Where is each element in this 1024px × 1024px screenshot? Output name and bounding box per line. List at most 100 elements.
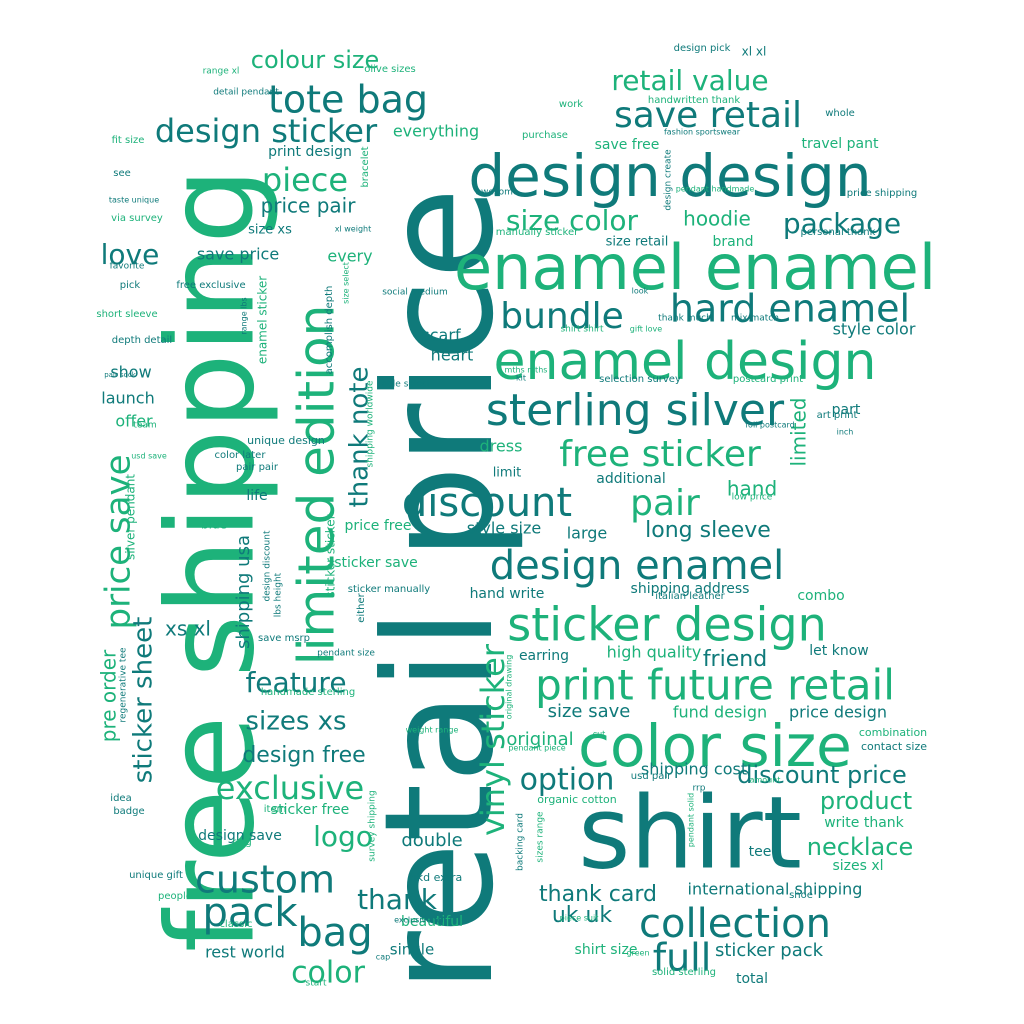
word-fund-design: fund design bbox=[673, 703, 767, 722]
word-handwritten-thank: handwritten thank bbox=[648, 95, 740, 106]
word-vinyl-sticker: vinyl sticker bbox=[474, 643, 512, 836]
word-awesome: awesome bbox=[476, 188, 519, 198]
word-enamel-design: enamel design bbox=[494, 332, 877, 392]
word-unique-gift: unique gift bbox=[129, 870, 183, 881]
word-feature: feature bbox=[245, 666, 346, 699]
word-high-quality: high quality bbox=[607, 643, 702, 662]
word-shirt-shirt: shirt shirt bbox=[560, 325, 604, 335]
word-write-thank: write thank bbox=[824, 815, 904, 831]
word-design-design: design design bbox=[468, 142, 871, 210]
word-shipping-worldwide: shipping worldwide bbox=[366, 380, 376, 467]
word-see: see bbox=[113, 168, 131, 179]
word-via-survey: via survey bbox=[111, 213, 163, 224]
word-part: part bbox=[832, 402, 861, 418]
word-team: team bbox=[133, 421, 156, 431]
word-survey-shipping: survey shipping bbox=[368, 790, 378, 861]
word-pendant-size: pendant size bbox=[317, 649, 375, 659]
word-style-color: style color bbox=[833, 320, 916, 339]
word-selection-survey: selection survey bbox=[599, 374, 681, 385]
word-art-print: art print bbox=[817, 410, 858, 421]
word-hkd-extra: hkd extra bbox=[410, 871, 462, 884]
word-color-later: color later bbox=[215, 450, 267, 461]
word-kit: kit bbox=[516, 374, 526, 383]
word-discount-price: discount price bbox=[737, 761, 906, 789]
word-design-discount: design discount bbox=[263, 530, 273, 601]
word-pack: pack bbox=[202, 890, 298, 936]
word-shipping-cost: shipping cost bbox=[641, 760, 747, 779]
word-green: green bbox=[626, 949, 649, 958]
word-sticker-sticker: sticker sticker bbox=[324, 514, 338, 597]
word-thank-note: thank note bbox=[345, 367, 375, 508]
word-low-price: low price bbox=[732, 493, 773, 503]
word-free-shipping: free shipping bbox=[143, 168, 282, 953]
word-bundle: bundle bbox=[500, 296, 624, 337]
word-pendant-handmade: pendant handmade bbox=[676, 185, 755, 194]
word-discount: discount bbox=[402, 480, 572, 526]
word-price-free: price free bbox=[345, 518, 412, 534]
word-sterling-silver: sterling silver bbox=[486, 385, 785, 436]
word-bag: bag bbox=[297, 910, 372, 956]
word-tote-bag: tote bag bbox=[268, 78, 428, 122]
word-design-sticker: design sticker bbox=[155, 112, 378, 150]
word-design-save: design save bbox=[198, 828, 282, 844]
word-option: option bbox=[520, 763, 615, 798]
word-people: people bbox=[158, 891, 192, 902]
word-range-lbs: range lbs bbox=[240, 297, 249, 334]
word-free-sticker: free sticker bbox=[559, 434, 761, 475]
word-hard-enamel: hard enamel bbox=[670, 287, 910, 331]
word-sticker-sheet: sticker sheet bbox=[129, 617, 159, 784]
word-retail-price: retail price bbox=[353, 187, 527, 993]
word-pendant-solid: pendant solid bbox=[687, 793, 696, 847]
word-additional: additional bbox=[596, 471, 666, 487]
word-thank-card: thank card bbox=[539, 882, 657, 907]
word-manually-sticker: manually sticker bbox=[496, 227, 579, 238]
word-xl-xl: xl xl bbox=[742, 45, 767, 59]
word-travel-pant: travel pant bbox=[802, 136, 879, 152]
word-short-sleeve: short sleeve bbox=[96, 309, 157, 320]
word-contact-size: contact size bbox=[861, 740, 927, 753]
word-single: single bbox=[390, 941, 434, 959]
word-xl-weight: xl weight bbox=[335, 225, 371, 234]
word-unique-design: unique design bbox=[247, 434, 325, 447]
word-earring: earring bbox=[519, 648, 569, 664]
word-xs-xl: xs xl bbox=[165, 617, 211, 641]
word-let-know: let know bbox=[809, 643, 868, 659]
word-start: start bbox=[306, 979, 327, 989]
word-combination: combination bbox=[859, 726, 927, 739]
word-colour-size: colour size bbox=[251, 46, 379, 74]
word-design-enamel: design enamel bbox=[490, 543, 785, 589]
word-shoe: shoe bbox=[789, 890, 813, 901]
word-offer: offer bbox=[115, 412, 153, 431]
word-rest-world: rest world bbox=[205, 943, 285, 962]
word-mix-match: mix match bbox=[731, 314, 779, 324]
word-enamel-enamel: enamel enamel bbox=[454, 231, 936, 304]
word-either: either bbox=[356, 592, 367, 622]
word-pair-pair: pair pair bbox=[236, 462, 279, 473]
word-foil-postcard: foil postcard bbox=[745, 421, 795, 430]
word-purchase: purchase bbox=[522, 130, 568, 141]
word-design-pick: design pick bbox=[674, 43, 731, 54]
word-pre-order: pre order bbox=[97, 649, 121, 742]
word-original-drawing: original drawing bbox=[505, 655, 514, 720]
word-item: item bbox=[264, 804, 287, 815]
word-limit: limit bbox=[493, 466, 522, 481]
word-hand: hand bbox=[727, 477, 777, 501]
word-bracelet: bracelet bbox=[360, 146, 371, 187]
word-limited-edition: limited edition bbox=[288, 305, 346, 666]
word-heart: heart bbox=[431, 346, 474, 365]
word-idea: idea bbox=[110, 793, 131, 804]
word-regenerative-tee: regenerative tee bbox=[119, 647, 129, 723]
word-package: package bbox=[783, 207, 901, 240]
word-mths-mths: mths mths bbox=[505, 366, 548, 375]
word-everything: everything bbox=[393, 122, 479, 141]
word-weight-range: weight range bbox=[406, 726, 459, 735]
word-blue: blue bbox=[201, 518, 227, 532]
word-accomplish-depth: accomplish depth bbox=[324, 286, 335, 375]
word-cap: cap bbox=[376, 953, 390, 962]
word-price-design: price design bbox=[789, 703, 887, 722]
word-organic-cotton: organic cotton bbox=[537, 793, 616, 806]
word-brand: brand bbox=[713, 234, 754, 250]
word-piece-suit: piece suit bbox=[560, 914, 599, 923]
word-style-size: style size bbox=[467, 519, 541, 538]
word-detail-pendant: detail pendant bbox=[213, 88, 279, 98]
